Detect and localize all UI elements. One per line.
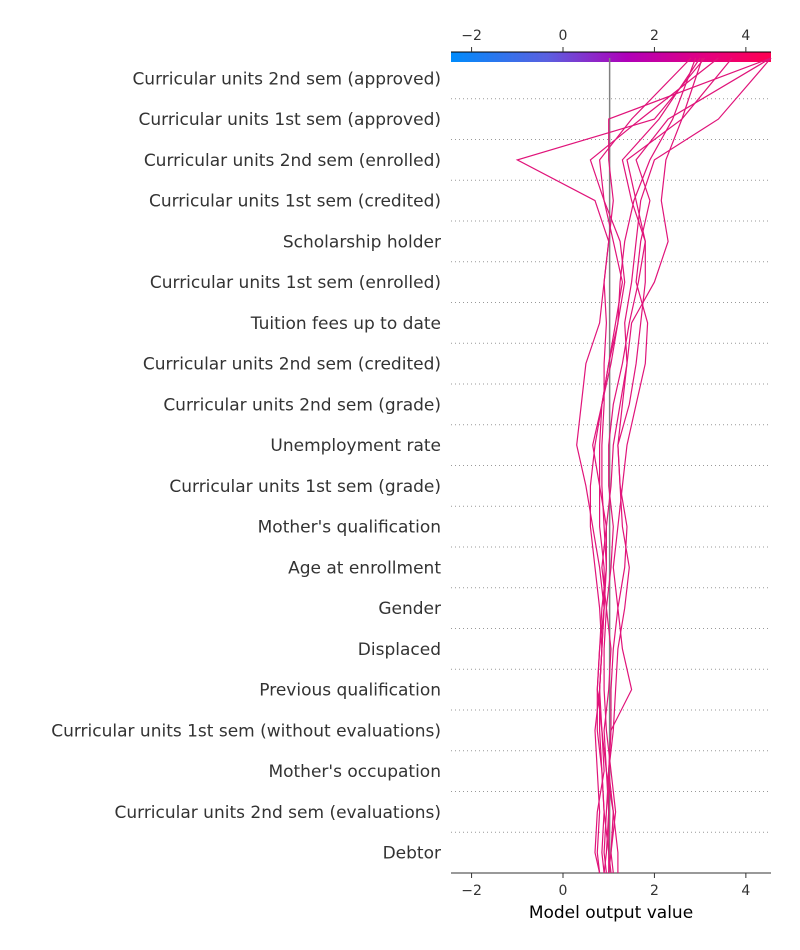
colorbar-tick-label: 2 <box>650 28 659 44</box>
decision-line <box>589 57 719 874</box>
x-tick-label: −2 <box>461 883 482 899</box>
decision-line <box>601 57 733 873</box>
x-tick-label: 0 <box>559 883 568 899</box>
colorbar: −2 0 2 4 <box>451 28 771 62</box>
decision-line <box>594 57 772 874</box>
feature-label: Scholarship holder <box>283 232 441 252</box>
feature-label: Mother's occupation <box>268 762 441 782</box>
x-tick-label: 4 <box>741 883 750 899</box>
feature-label: Curricular units 1st sem (without evalua… <box>51 721 441 741</box>
feature-label: Curricular units 2nd sem (evaluations) <box>114 803 441 823</box>
feature-label: Curricular units 2nd sem (approved) <box>132 69 441 89</box>
x-tick-label: 2 <box>650 883 659 899</box>
feature-label: Curricular units 1st sem (enrolled) <box>150 273 441 293</box>
colorbar-tick-label: 0 <box>559 28 568 44</box>
colorbar-tick-label: −2 <box>461 28 482 44</box>
decision-line <box>598 57 692 873</box>
feature-label: Curricular units 1st sem (credited) <box>149 192 441 212</box>
colorbar-gradient <box>451 52 771 62</box>
feature-label: Age at enrollment <box>288 558 441 578</box>
feature-label: Curricular units 2nd sem (credited) <box>143 355 441 375</box>
colorbar-tick-label: 4 <box>741 28 750 44</box>
feature-label: Curricular units 2nd sem (enrolled) <box>144 151 441 171</box>
feature-label: Debtor <box>383 844 441 864</box>
feature-label: Curricular units 1st sem (approved) <box>138 110 441 130</box>
decision-line <box>515 57 706 874</box>
feature-label: Tuition fees up to date <box>250 314 441 334</box>
feature-label: Previous qualification <box>259 681 441 701</box>
decision-lines <box>515 57 772 874</box>
feature-label: Curricular units 2nd sem (grade) <box>163 395 441 415</box>
feature-label: Mother's qualification <box>258 518 441 538</box>
feature-label: Curricular units 1st sem (grade) <box>169 477 441 497</box>
decision-line <box>608 57 701 874</box>
feature-label: Gender <box>378 599 441 619</box>
x-axis-title: Model output value <box>529 903 693 923</box>
decision-line <box>608 57 772 874</box>
feature-labels: Curricular units 2nd sem (approved) Curri… <box>51 69 441 863</box>
feature-label: Unemployment rate <box>270 436 441 456</box>
x-axis: −2 0 2 4 <box>451 872 771 899</box>
feature-label: Displaced <box>358 640 441 660</box>
